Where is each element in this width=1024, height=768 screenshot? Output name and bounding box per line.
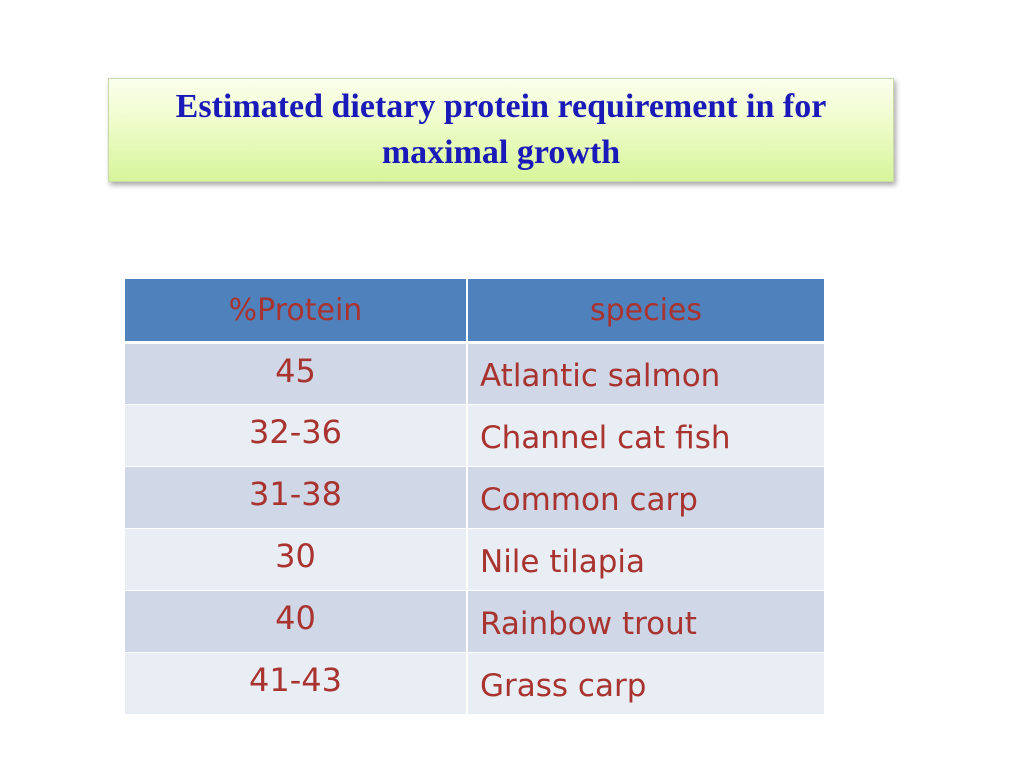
protein-cell: 40	[125, 590, 468, 653]
protein-cell: 31-38	[125, 466, 468, 529]
protein-cell: 45	[125, 342, 468, 405]
table-row: 31-38 Common carp	[125, 466, 824, 529]
table-row: 30 Nile tilapia	[125, 528, 824, 591]
table-row: 32-36 Channel cat fish	[125, 404, 824, 467]
protein-table: %Protein species 45 Atlantic salmon 32-3…	[125, 279, 824, 715]
slide-title: Estimated dietary protein requirement in…	[175, 88, 827, 171]
protein-cell: 30	[125, 528, 468, 591]
header-species: species	[467, 279, 824, 344]
species-cell: Rainbow trout	[467, 590, 824, 653]
title-box: Estimated dietary protein requirement in…	[108, 78, 894, 182]
table-row: 45 Atlantic salmon	[125, 342, 824, 405]
species-cell: Channel cat fish	[467, 404, 824, 467]
table-row: 40 Rainbow trout	[125, 590, 824, 653]
header-protein: %Protein	[125, 279, 468, 344]
species-cell: Common carp	[467, 466, 824, 529]
species-cell: Atlantic salmon	[467, 342, 824, 405]
protein-cell: 41-43	[125, 652, 468, 715]
table-container: %Protein species 45 Atlantic salmon 32-3…	[125, 279, 824, 715]
table-header-row: %Protein species	[125, 279, 824, 344]
species-cell: Grass carp	[467, 652, 824, 715]
species-cell: Nile tilapia	[467, 528, 824, 591]
table-row: 41-43 Grass carp	[125, 652, 824, 715]
protein-cell: 32-36	[125, 404, 468, 467]
